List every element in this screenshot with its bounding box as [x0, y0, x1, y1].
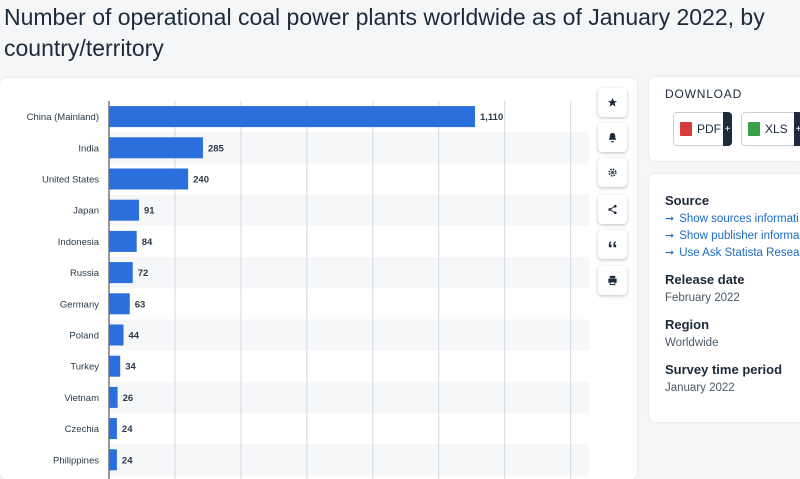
category-label: United States	[42, 175, 99, 186]
chart-card: China (Mainland) 1,110 India 285 United Stat…	[0, 78, 637, 479]
value-label: 24	[122, 455, 133, 466]
release-date-value: February 2022	[665, 292, 740, 304]
ask-statista-link[interactable]: ➞ Use Ask Statista Resear	[665, 246, 800, 260]
category-label: Russia	[70, 268, 100, 279]
bar	[109, 199, 140, 221]
row-band	[109, 381, 589, 413]
arrow-right-icon: ➞	[665, 247, 675, 259]
source-title: Source	[665, 193, 710, 208]
value-label: 26	[123, 393, 134, 404]
release-date-title: Release date	[665, 272, 745, 287]
print-icon	[608, 275, 617, 286]
bar	[109, 418, 117, 440]
value-label: 63	[135, 299, 146, 310]
value-label: 285	[208, 143, 225, 154]
bar	[109, 137, 203, 159]
bar	[109, 106, 475, 128]
favorite-button[interactable]	[598, 88, 627, 117]
info-panel: Source ➞ Show sources informati ➞ Show pub…	[649, 174, 800, 422]
bar	[109, 355, 121, 377]
category-label: China (Mainland)	[27, 112, 99, 123]
bar	[109, 449, 117, 471]
category-label: Vietnam	[64, 393, 99, 404]
category-label: Turkey	[70, 362, 99, 373]
gear-icon	[608, 168, 617, 177]
arrow-right-icon: ➞	[665, 230, 675, 242]
source-link-label: Show sources informati	[679, 212, 799, 225]
survey-period-value: January 2022	[665, 382, 735, 394]
quote-icon	[608, 241, 617, 248]
value-label: 34	[125, 362, 136, 373]
category-label: Indonesia	[58, 237, 100, 248]
region-title: Region	[665, 317, 710, 332]
row-band	[109, 257, 589, 289]
bar	[109, 324, 124, 346]
row-band	[109, 319, 589, 351]
show-publisher-link[interactable]: ➞ Show publisher informa	[665, 229, 800, 243]
bar	[109, 293, 130, 315]
xls-file-icon	[748, 122, 760, 136]
page-title: Number of operational coal power plants …	[4, 4, 765, 61]
xls-label: XLS	[765, 122, 788, 136]
settings-button[interactable]	[598, 158, 627, 187]
bar	[109, 168, 189, 190]
category-label: Czechia	[65, 424, 100, 435]
bar	[109, 230, 137, 252]
pdf-download-button[interactable]: PDF +	[673, 112, 732, 146]
show-sources-link[interactable]: ➞ Show sources informati	[665, 212, 799, 226]
category-label: Japan	[73, 206, 99, 217]
value-label: 1,110	[480, 112, 503, 123]
survey-period-title: Survey time period	[665, 362, 783, 377]
source-link-label: Show publisher informa	[679, 229, 800, 242]
region-value: Worldwide	[665, 337, 719, 349]
value-label: 84	[142, 237, 153, 248]
value-label: 44	[129, 331, 140, 342]
star-icon	[607, 97, 618, 107]
value-label: 91	[144, 206, 155, 217]
pdf-label: PDF	[697, 122, 721, 136]
print-button[interactable]	[598, 266, 627, 295]
bar-chart: China (Mainland) 1,110 India 285 United Stat…	[27, 101, 589, 479]
download-panel: DOWNLOAD PDF + XLS +	[649, 77, 800, 161]
bell-icon	[608, 132, 617, 143]
category-label: Philippines	[53, 455, 99, 466]
plus-icon: +	[794, 112, 800, 146]
notification-button[interactable]	[598, 123, 627, 152]
share-button[interactable]	[598, 195, 627, 224]
value-label: 240	[193, 175, 209, 186]
share-icon	[608, 204, 617, 215]
category-label: India	[78, 143, 99, 154]
category-label: Poland	[69, 331, 99, 342]
row-band	[109, 194, 589, 226]
source-link-label: Use Ask Statista Resear	[679, 246, 800, 259]
row-band	[109, 444, 589, 476]
citation-button[interactable]	[598, 230, 627, 259]
category-label: Germany	[60, 299, 99, 310]
download-title: DOWNLOAD	[665, 87, 743, 101]
xls-download-button[interactable]: XLS +	[741, 112, 800, 146]
pdf-file-icon	[680, 122, 692, 136]
arrow-right-icon: ➞	[665, 213, 675, 225]
value-label: 24	[122, 424, 133, 435]
plus-icon: +	[723, 112, 732, 146]
bar	[109, 262, 133, 284]
bar	[109, 386, 118, 408]
value-label: 72	[138, 268, 149, 279]
